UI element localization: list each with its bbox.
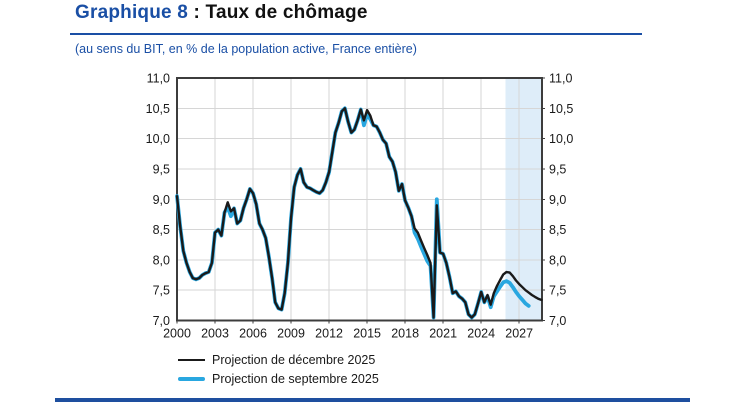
svg-text:9,0: 9,0 [153,193,170,207]
legend: Projection de décembre 2025 Projection d… [178,352,379,386]
svg-text:2009: 2009 [277,327,305,341]
footer-bar [55,398,690,402]
chart-subtitle: (au sens du BIT, en % de la population a… [75,42,417,56]
svg-text:9,5: 9,5 [549,162,566,176]
svg-text:10,0: 10,0 [549,132,573,146]
chart-title-text: : Taux de chômage [188,2,368,23]
svg-text:11,0: 11,0 [147,72,170,86]
svg-text:7,0: 7,0 [153,314,170,328]
svg-text:7,5: 7,5 [153,284,170,298]
svg-text:2000: 2000 [163,327,191,341]
series-lines [175,106,543,320]
legend-item-december: Projection de décembre 2025 [178,352,379,367]
svg-text:2018: 2018 [391,327,419,341]
svg-text:2006: 2006 [239,327,267,341]
svg-text:8,0: 8,0 [153,253,170,267]
svg-text:9,0: 9,0 [549,193,566,207]
svg-text:9,5: 9,5 [153,162,170,176]
svg-text:2021: 2021 [429,327,457,341]
svg-text:2027: 2027 [505,327,533,341]
svg-text:8,5: 8,5 [153,223,170,237]
svg-text:10,5: 10,5 [146,102,170,116]
legend-label-september: Projection de septembre 2025 [212,371,379,386]
svg-text:2012: 2012 [315,327,343,341]
legend-label-december: Projection de décembre 2025 [212,352,376,367]
svg-text:2015: 2015 [353,327,381,341]
svg-text:2024: 2024 [467,327,495,341]
title-underline [70,33,642,35]
legend-item-september: Projection de septembre 2025 [178,371,379,386]
axis-ticks [176,77,545,324]
svg-text:2003: 2003 [201,327,229,341]
svg-text:7,0: 7,0 [549,314,566,328]
svg-text:10,0: 10,0 [146,132,170,146]
legend-line-december-icon [178,358,205,361]
svg-text:8,5: 8,5 [549,223,566,237]
legend-line-september-icon [178,376,205,381]
chart-title: Graphique 8 : Taux de chômage [75,2,368,24]
chart-title-number: Graphique 8 [75,2,189,23]
svg-text:8,0: 8,0 [549,253,566,267]
axis-labels: 11,0 11,0 10,5 10,5 10,0 10,0 9,5 9,5 9,0 9,0 8,5 8… [146,72,574,341]
svg-text:11,0: 11,0 [549,72,572,86]
svg-text:10,5: 10,5 [549,102,573,116]
svg-text:7,5: 7,5 [549,284,566,298]
